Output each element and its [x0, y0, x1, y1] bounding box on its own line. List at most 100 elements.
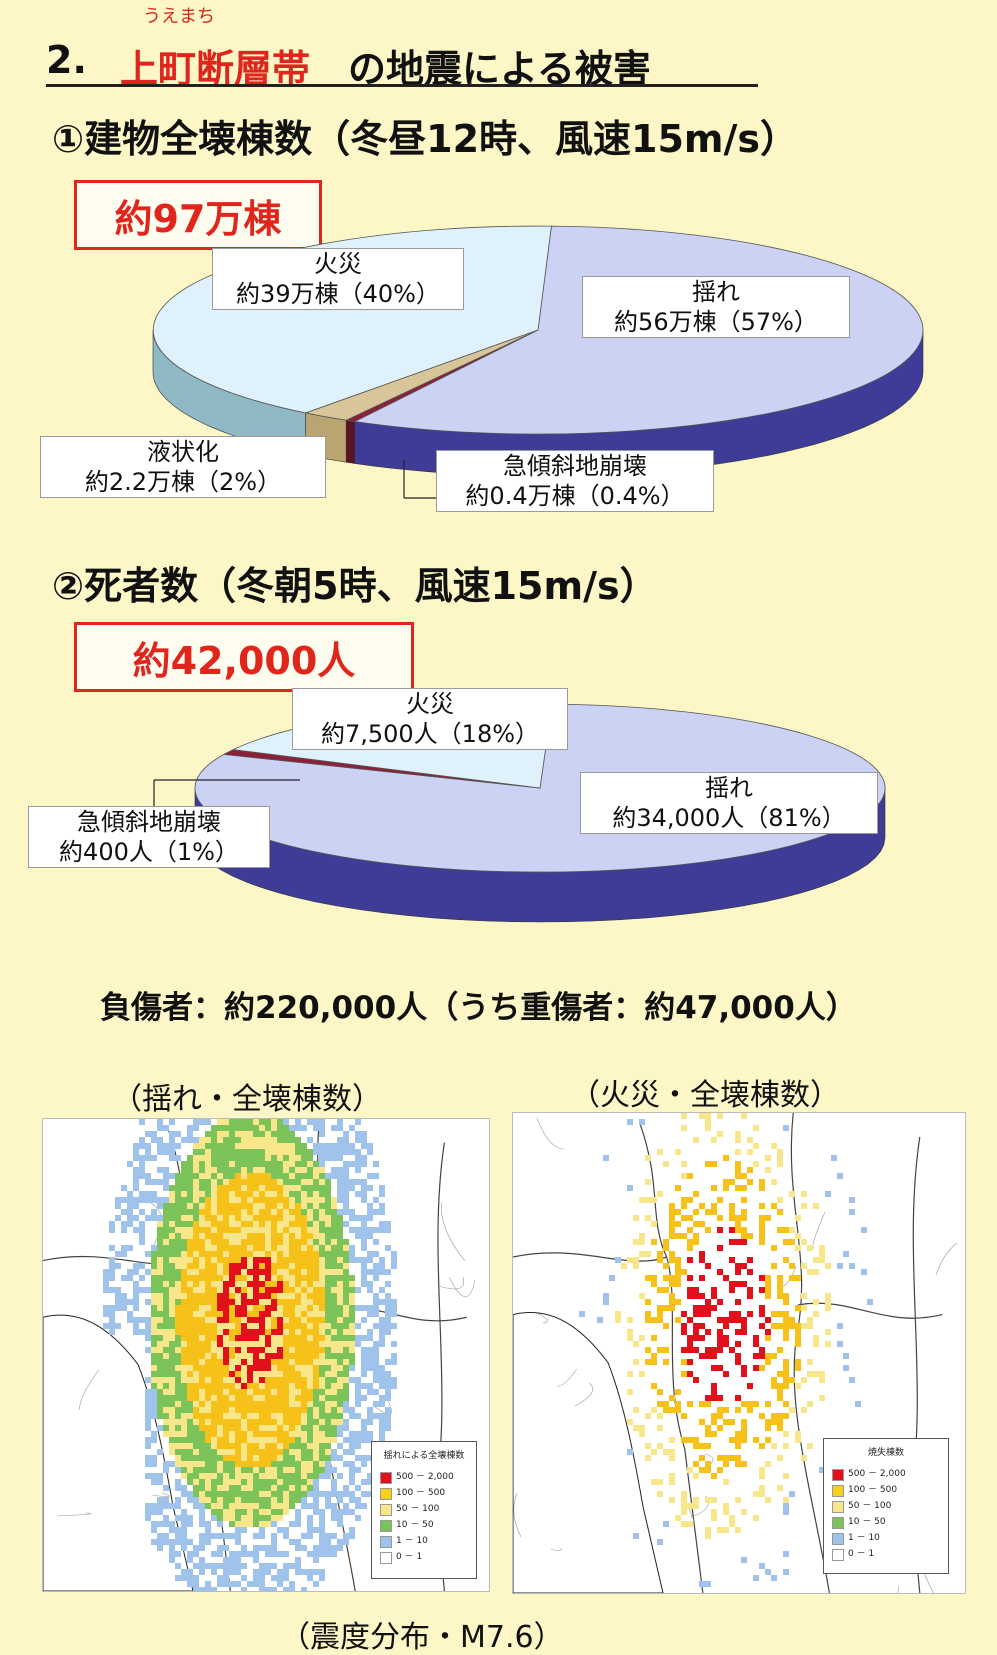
damage-cell [295, 1485, 301, 1491]
fire-map-graphic [513, 1113, 958, 1593]
damage-cell [741, 1323, 747, 1329]
damage-cell [289, 1275, 295, 1281]
damage-cell [223, 1443, 229, 1449]
damage-cell [687, 1215, 693, 1221]
damage-cell [349, 1293, 355, 1299]
damage-cell [735, 1173, 741, 1179]
damage-cell [277, 1173, 283, 1179]
damage-cell [193, 1347, 199, 1353]
damage-cell [235, 1467, 241, 1473]
damage-cell [175, 1497, 181, 1503]
damage-cell [253, 1209, 259, 1215]
damage-cell [301, 1359, 307, 1365]
damage-cell [235, 1215, 241, 1221]
damage-cell [271, 1221, 277, 1227]
damage-cell [277, 1485, 283, 1491]
damage-cell [283, 1269, 289, 1275]
damage-cell [705, 1299, 711, 1305]
damage-cell [849, 1377, 855, 1383]
damage-cell [753, 1353, 759, 1359]
damage-cell [169, 1287, 175, 1293]
damage-cell [259, 1545, 265, 1551]
damage-cell [337, 1377, 343, 1383]
damage-cell [669, 1497, 675, 1503]
damage-cell [645, 1299, 651, 1305]
damage-cell [271, 1299, 277, 1305]
damage-cell [373, 1173, 379, 1179]
damage-cell [343, 1203, 349, 1209]
damage-cell [199, 1173, 205, 1179]
damage-cell [157, 1497, 163, 1503]
damage-cell [205, 1539, 211, 1545]
damage-cell [175, 1335, 181, 1341]
damage-cell [693, 1377, 699, 1383]
damage-cell [319, 1521, 325, 1527]
damage-cell [687, 1401, 693, 1407]
damage-cell [319, 1401, 325, 1407]
damage-cell [241, 1455, 247, 1461]
damage-cell [361, 1245, 367, 1251]
damage-cell [181, 1389, 187, 1395]
damage-cell [247, 1329, 253, 1335]
damage-cell [687, 1503, 693, 1509]
damage-cell [205, 1221, 211, 1227]
damage-cell [765, 1155, 771, 1161]
damage-cell [145, 1197, 151, 1203]
damage-cell [295, 1293, 301, 1299]
damage-cell [199, 1365, 205, 1371]
damage-cell [349, 1359, 355, 1365]
damage-cell [229, 1419, 235, 1425]
damage-cell [283, 1587, 289, 1591]
damage-cell [253, 1413, 259, 1419]
damage-cell [241, 1227, 247, 1233]
damage-cell [283, 1233, 289, 1239]
damage-cell [319, 1419, 325, 1425]
damage-cell [151, 1257, 157, 1263]
damage-cell [313, 1335, 319, 1341]
damage-cell [163, 1215, 169, 1221]
damage-cell [717, 1245, 723, 1251]
damage-cell [385, 1299, 391, 1305]
damage-cell [241, 1503, 247, 1509]
damage-cell [211, 1359, 217, 1365]
damage-cell [325, 1143, 331, 1149]
damage-cell [741, 1365, 747, 1371]
damage-cell [741, 1209, 747, 1215]
damage-cell [253, 1317, 259, 1323]
damage-cell [259, 1263, 265, 1269]
damage-cell [391, 1299, 397, 1305]
damage-cell [693, 1335, 699, 1341]
damage-cell [355, 1137, 361, 1143]
damage-cell [277, 1479, 283, 1485]
damage-cell [735, 1311, 741, 1317]
damage-cell [289, 1197, 295, 1203]
damage-cell [379, 1425, 385, 1431]
damage-cell [199, 1317, 205, 1323]
damage-cell [115, 1287, 121, 1293]
damage-cell [307, 1137, 313, 1143]
damage-cell [361, 1137, 367, 1143]
building-total-box: 約97万棟 [74, 180, 322, 250]
damage-cell [181, 1365, 187, 1371]
damage-cell [175, 1485, 181, 1491]
damage-cell [717, 1317, 723, 1323]
damage-cell [807, 1371, 813, 1377]
damage-cell [687, 1197, 693, 1203]
damage-cell [373, 1365, 379, 1371]
damage-cell [265, 1347, 271, 1353]
damage-cell [175, 1305, 181, 1311]
damage-cell [253, 1503, 259, 1509]
damage-cell [361, 1221, 367, 1227]
damage-cell [133, 1305, 139, 1311]
damage-cell [331, 1509, 337, 1515]
damage-cell [283, 1383, 289, 1389]
damage-cell [211, 1287, 217, 1293]
damage-cell [325, 1347, 331, 1353]
damage-cell [319, 1281, 325, 1287]
damage-cell [789, 1491, 795, 1497]
damage-cell [211, 1413, 217, 1419]
damage-cell [367, 1209, 373, 1215]
damage-cell [295, 1455, 301, 1461]
damage-cell [337, 1281, 343, 1287]
damage-cell [283, 1437, 289, 1443]
